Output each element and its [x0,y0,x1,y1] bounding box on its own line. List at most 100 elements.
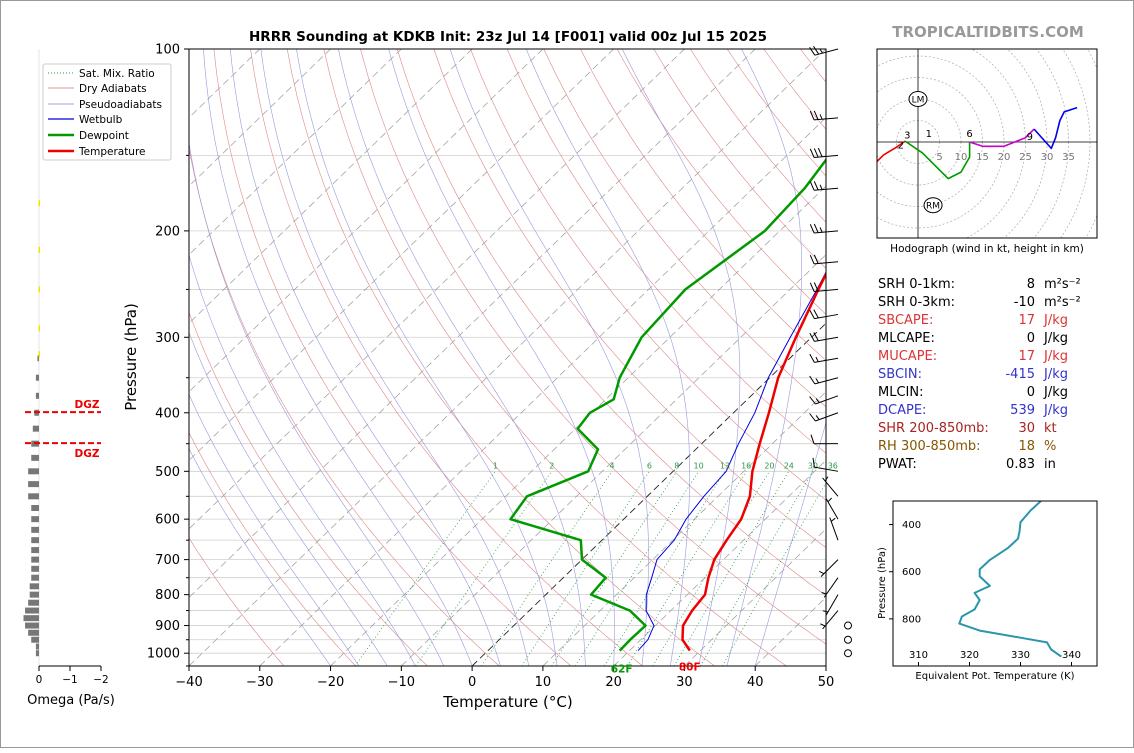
x-tick-label: 30 [676,675,693,690]
calm-wind-circle [845,636,852,643]
omega-bar [25,623,39,629]
param-unit: J/kg [1043,367,1068,382]
param-value: 8 [1027,277,1035,292]
mixing-ratio-label: 13 [720,461,730,470]
mixing-ratio-line [522,471,650,666]
param-unit: J/kg [1043,385,1068,400]
x-tick-label: −30 [246,675,273,690]
hodograph-height-label: 9 [1027,132,1033,143]
param-value: 539 [1010,403,1035,418]
theta-e-y-tick-label: 400 [902,520,921,531]
surface-temperature-label: 80F [679,662,701,674]
omega-bar [28,493,39,499]
legend-label-pseudoadiabats: Pseudoadiabats [79,99,162,111]
theta-e-line [959,501,1061,657]
wind-barb [823,477,838,497]
hodograph-height-label: 3 [904,131,910,142]
wind-barb [819,560,838,577]
pseudoadiabat-line [261,49,529,666]
omega-bar [28,600,39,606]
omega-bar [31,637,39,643]
hodograph-caption: Hodograph (wind in kt, height in km) [890,243,1084,255]
mixing-ratio-label: 20 [764,461,774,470]
skewt-xlabel: Temperature (°C) [442,693,572,711]
pseudoadiabat-line [526,49,690,666]
param-unit: m²s⁻² [1044,277,1081,292]
omega-bar [28,468,39,474]
omega-tick-label-0: 0 [36,674,43,686]
x-tick-label: −40 [175,675,202,690]
legend-label-wetbulb: Wetbulb [79,114,123,126]
mixing-ratio-label: 24 [784,461,794,470]
omega-bar [31,505,39,511]
dry-adiabat-line [800,49,1134,666]
param-unit: J/kg [1043,349,1068,364]
y-tick-label: 600 [155,513,180,528]
skewt-legend: Sat. Mix. Ratio Dry Adiabats Pseudoadiab… [43,64,171,160]
theta-e-xlabel: Equivalent Pot. Temperature (K) [915,671,1074,682]
y-tick-label: 300 [155,331,180,346]
surface-dewpoint-label: 62F [611,664,633,676]
omega-tick-label-1: −1 [62,674,77,686]
omega-bar-positive [39,200,41,206]
wind-barb [811,435,838,444]
y-tick-label: 700 [155,553,180,568]
param-value: -415 [1005,367,1035,382]
calm-wind-circle [845,650,852,657]
param-label: SBCAPE: [878,313,933,328]
mixing-ratio-line [701,471,813,666]
param-unit: J/kg [1043,331,1068,346]
omega-bar [25,608,39,614]
storm-motion-label: LM [912,96,925,106]
omega-bar [30,583,39,589]
hodograph-height-label: 2 [898,140,904,151]
pseudoadiabat-line [180,49,444,666]
y-tick-label: 100 [155,43,180,58]
hodograph-trace [970,129,1035,146]
pseudoadiabat-line [622,49,740,666]
param-value: 30 [1018,421,1035,436]
omega-bar [31,527,39,533]
mixing-ratio-label: 1 [493,461,498,470]
x-tick-label: −10 [388,675,415,690]
pseudoadiabat-line [230,49,500,666]
isotherm-line [260,49,897,666]
dry-adiabat-line [214,49,571,666]
param-label: MLCIN: [878,385,923,400]
theta-e-x-tick-label: 320 [960,650,979,661]
wind-barb [826,498,838,519]
y-tick-label: 900 [155,619,180,634]
dry-adiabat-line [141,49,428,666]
param-unit: kt [1044,421,1057,436]
dgz-bottom-label: DGZ [75,448,100,460]
hodograph-ring-label: 20 [998,152,1011,163]
theta-e-ylabel: Pressure (hPa) [877,547,888,619]
param-label: RH 300-850mb: [878,439,981,454]
param-label: SHR 200-850mb: [878,421,989,436]
mixing-ratio-label: 36 [828,461,838,470]
pseudoadiabat-line [389,49,615,666]
hodograph-ring-label: 10 [955,152,968,163]
x-tick-label: 10 [535,675,552,690]
theta-e-x-tick-label: 310 [909,650,928,661]
omega-bar [31,557,39,563]
param-label: SBCIN: [878,367,922,382]
omega-bar [31,575,39,581]
y-tick-label: 1000 [147,647,180,662]
y-tick-label: 400 [155,406,180,421]
dry-adiabat-line [471,49,1074,666]
theta-e-y-tick-label: 800 [902,614,921,625]
mixing-ratio-label: 4 [610,461,615,470]
mixing-ratio-label: 16 [741,461,751,470]
param-label: SRH 0-1km: [878,277,955,292]
legend-label-temperature: Temperature [78,146,146,158]
storm-motion-label: RM [926,202,940,212]
dry-adiabat-line [324,49,787,666]
param-value: 0 [1027,385,1035,400]
chart-title: HRRR Sounding at KDKB Init: 23z Jul 14 [… [249,29,767,45]
